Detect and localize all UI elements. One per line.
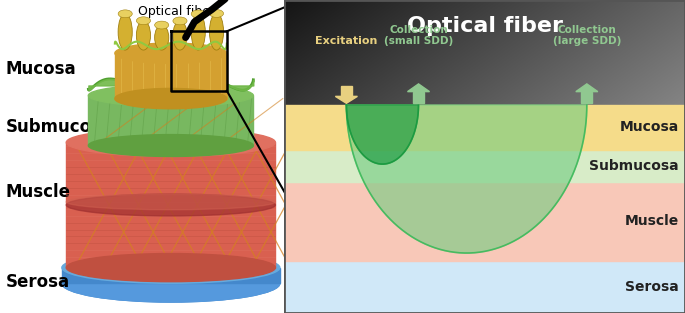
Ellipse shape	[136, 17, 151, 25]
Text: Mucosa: Mucosa	[620, 120, 679, 134]
Polygon shape	[347, 105, 587, 253]
Ellipse shape	[88, 85, 253, 106]
Ellipse shape	[66, 194, 275, 216]
Ellipse shape	[115, 88, 227, 109]
Bar	[88, 95, 253, 146]
Bar	[413, 92, 424, 103]
Ellipse shape	[62, 252, 279, 283]
Text: Submucosa: Submucosa	[6, 118, 113, 136]
Text: Collection
(large SDD): Collection (large SDD)	[553, 24, 621, 46]
Polygon shape	[576, 84, 598, 92]
Ellipse shape	[118, 14, 132, 50]
Bar	[115, 53, 227, 99]
Ellipse shape	[210, 13, 223, 50]
Text: Optical fiber: Optical fiber	[138, 5, 215, 18]
Bar	[340, 86, 352, 96]
Bar	[284, 182, 685, 261]
Ellipse shape	[66, 254, 275, 282]
Ellipse shape	[136, 21, 151, 50]
Ellipse shape	[191, 14, 205, 50]
Ellipse shape	[155, 25, 169, 50]
Text: Submucosa: Submucosa	[589, 159, 679, 173]
Polygon shape	[336, 96, 358, 103]
Ellipse shape	[115, 43, 227, 64]
Text: Muscle: Muscle	[625, 214, 679, 228]
Text: Mucosa: Mucosa	[6, 60, 77, 78]
Polygon shape	[347, 105, 419, 164]
Bar	[581, 92, 593, 103]
Bar	[284, 105, 685, 150]
Ellipse shape	[66, 128, 275, 156]
Ellipse shape	[210, 10, 223, 18]
Text: Optical fiber: Optical fiber	[407, 16, 562, 36]
Ellipse shape	[62, 264, 279, 302]
Polygon shape	[62, 268, 279, 283]
Ellipse shape	[66, 194, 275, 210]
Bar	[66, 142, 275, 268]
Ellipse shape	[173, 17, 187, 25]
Bar	[284, 150, 685, 182]
Ellipse shape	[191, 10, 205, 18]
Text: Muscle: Muscle	[6, 183, 71, 202]
Ellipse shape	[173, 21, 187, 50]
Polygon shape	[408, 84, 429, 92]
Ellipse shape	[62, 264, 279, 302]
Text: Collection
(small SDD): Collection (small SDD)	[384, 24, 453, 46]
Text: Serosa: Serosa	[625, 280, 679, 294]
Bar	[284, 261, 685, 313]
Text: Serosa: Serosa	[6, 273, 70, 291]
Text: Excitation: Excitation	[315, 36, 377, 46]
Ellipse shape	[88, 135, 253, 156]
Ellipse shape	[118, 10, 132, 18]
Ellipse shape	[155, 21, 169, 29]
